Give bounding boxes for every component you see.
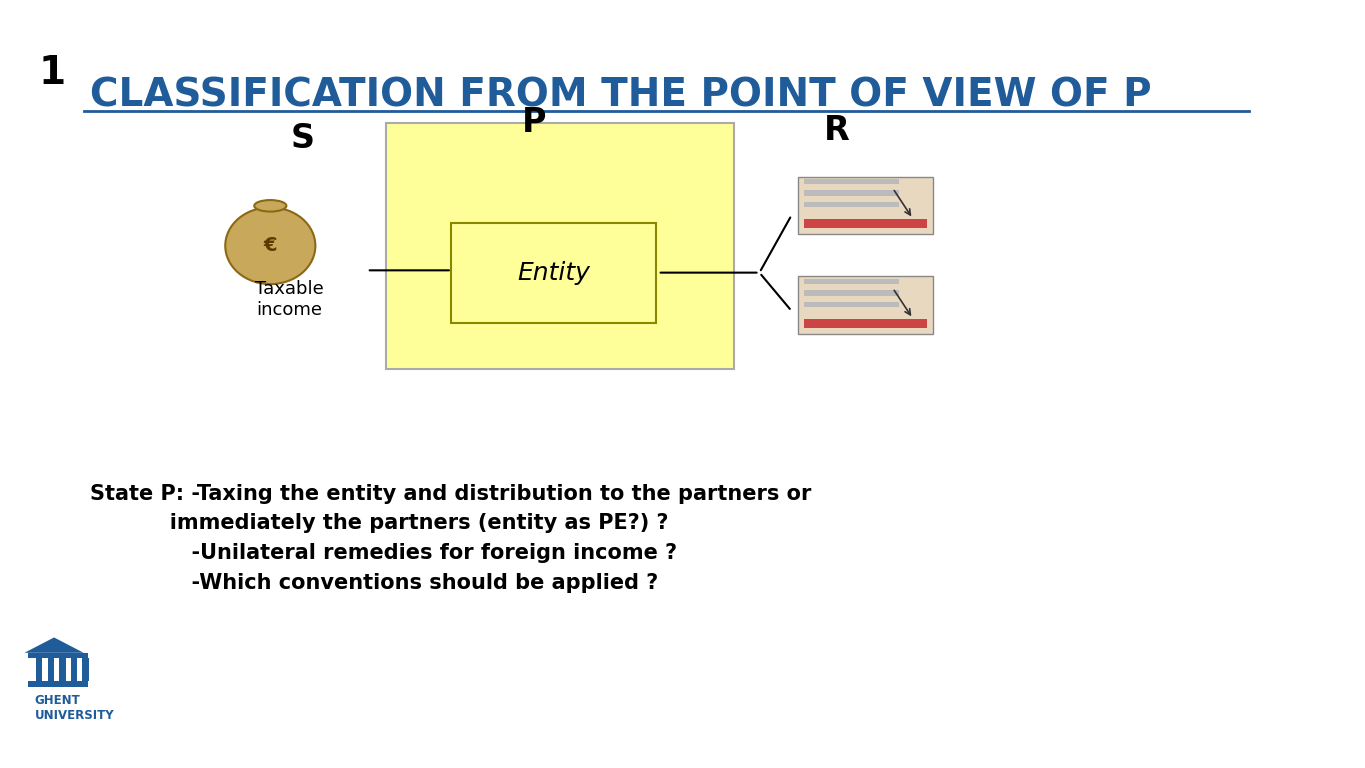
Bar [82, 658, 89, 681]
Ellipse shape [254, 200, 287, 211]
Bar [29, 681, 87, 687]
Text: €: € [263, 237, 277, 255]
Bar [450, 223, 657, 323]
Text: CLASSIFICATION FROM THE POINT OF VIEW OF P: CLASSIFICATION FROM THE POINT OF VIEW OF… [90, 77, 1152, 114]
Bar [804, 319, 927, 328]
Text: State P: -Taxing the entity and distribution to the partners or
           immed: State P: -Taxing the entity and distribu… [90, 484, 811, 593]
Bar [804, 179, 900, 184]
Bar [804, 302, 900, 307]
Bar [799, 276, 934, 334]
Polygon shape [25, 637, 83, 653]
Text: Taxable
income: Taxable income [255, 280, 324, 319]
Bar [804, 190, 900, 196]
Bar [48, 658, 55, 681]
Text: 1: 1 [38, 54, 66, 91]
Bar [804, 202, 900, 207]
Bar [29, 653, 87, 658]
Ellipse shape [225, 207, 315, 284]
Bar [386, 123, 734, 369]
Bar [804, 279, 900, 284]
Text: S: S [291, 122, 314, 154]
Text: GHENT
UNIVERSITY: GHENT UNIVERSITY [34, 694, 115, 721]
Bar [59, 658, 66, 681]
Text: R: R [824, 114, 849, 147]
Text: Entity: Entity [517, 260, 590, 285]
Bar [804, 290, 900, 296]
Bar [799, 177, 934, 234]
Bar [804, 219, 927, 228]
Bar [35, 658, 42, 681]
Bar [71, 658, 78, 681]
Text: P: P [521, 107, 546, 139]
